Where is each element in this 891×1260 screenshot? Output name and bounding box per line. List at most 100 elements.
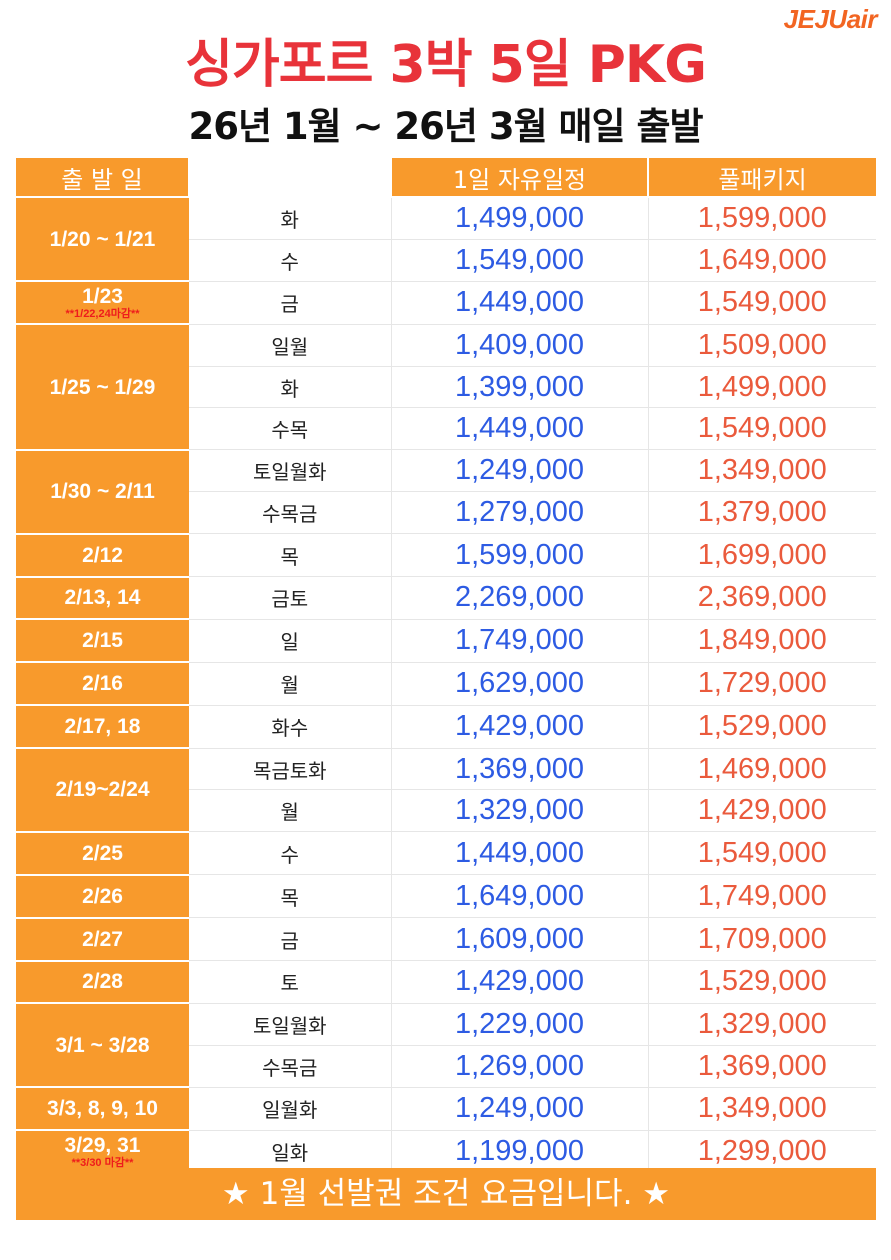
departure-date-cell: 2/16 [16, 662, 189, 707]
departure-date: 2/12 [82, 543, 123, 567]
table-row: 2/26 목 1,649,000 1,749,000 [16, 874, 876, 919]
table-row: 1/30 ~ 2/11 토일월화 1,249,000 1,349,000 [16, 449, 876, 535]
price-table: 출 발 일 1일 자유일정 풀패키지 1/20 ~ 1/21 화 1,499,000… [16, 158, 876, 1174]
free-schedule-price: 1,449,000 [391, 831, 649, 876]
price-table-body: 1/20 ~ 1/21 화 1,499,000 1,599,000 수 1,549,000… [16, 197, 876, 1174]
table-row: 화 1,399,000 1,499,000 [16, 366, 876, 409]
table-row: 2/27 금 1,609,000 1,709,000 [16, 917, 876, 962]
full-package-price: 1,329,000 [648, 1003, 876, 1046]
full-package-price: 1,349,000 [648, 1087, 876, 1131]
departure-date-cell: 1/30 ~ 2/11 [16, 449, 189, 535]
departure-date: 2/19~2/24 [55, 778, 150, 802]
full-package-price: 1,349,000 [648, 449, 876, 493]
free-schedule-price: 1,429,000 [391, 960, 649, 1004]
full-package-price: 1,729,000 [648, 662, 876, 706]
weekday-cell: 일화 [189, 1130, 392, 1174]
full-package-price: 1,549,000 [648, 281, 876, 325]
full-package-price: 1,549,000 [648, 407, 876, 451]
table-row: 2/25 수 1,449,000 1,549,000 [16, 831, 876, 876]
full-package-price: 1,499,000 [648, 366, 876, 409]
table-row: 2/16 월 1,629,000 1,729,000 [16, 662, 876, 707]
weekday-cell: 수목금 [189, 491, 392, 535]
departure-date-cell: 3/1 ~ 3/28 [16, 1003, 189, 1089]
weekday-cell: 토 [189, 960, 392, 1004]
free-schedule-price: 1,199,000 [391, 1130, 649, 1174]
table-row: 2/15 일 1,749,000 1,849,000 [16, 619, 876, 664]
table-row: 수 1,549,000 1,649,000 [16, 239, 876, 282]
departure-date: 2/13, 14 [64, 586, 141, 610]
table-row: 2/19~2/24 목금토화 1,369,000 1,469,000 [16, 748, 876, 833]
departure-date: 1/23 [82, 284, 123, 308]
departure-date-cell: 2/26 [16, 874, 189, 919]
header-blank [189, 158, 392, 198]
departure-date: 2/16 [82, 672, 123, 696]
departure-date: 1/20 ~ 1/21 [49, 227, 156, 251]
free-schedule-price: 1,429,000 [391, 705, 649, 749]
jejuair-logo: JEJUair [783, 4, 878, 34]
table-row: 월 1,329,000 1,429,000 [16, 789, 876, 833]
departure-date-cell: 1/25 ~ 1/29 [16, 324, 189, 451]
table-row: 수목 1,449,000 1,549,000 [16, 407, 876, 451]
full-package-price: 1,299,000 [648, 1130, 876, 1174]
weekday-cell: 목금토화 [189, 748, 392, 791]
free-schedule-price: 1,369,000 [391, 748, 649, 791]
table-row: 1/23 **1/22,24마감** 금 1,449,000 1,549,000 [16, 281, 876, 326]
full-package-price: 1,709,000 [648, 917, 876, 962]
free-schedule-price: 2,269,000 [391, 576, 649, 620]
weekday-cell: 월 [189, 662, 392, 706]
free-schedule-price: 1,629,000 [391, 662, 649, 706]
weekday-cell: 일 [189, 619, 392, 663]
departure-date: 2/28 [82, 970, 123, 994]
free-schedule-price: 1,229,000 [391, 1003, 649, 1046]
free-schedule-price: 1,449,000 [391, 281, 649, 325]
table-row: 2/28 토 1,429,000 1,529,000 [16, 960, 876, 1005]
departure-date: 3/3, 8, 9, 10 [47, 1097, 158, 1121]
header-full-package: 풀패키지 [648, 158, 876, 198]
table-row: 3/29, 31 **3/30 마감** 일화 1,199,000 1,299,000 [16, 1130, 876, 1174]
weekday-cell: 목 [189, 533, 392, 578]
full-package-price: 2,369,000 [648, 576, 876, 620]
departure-date-cell: 2/15 [16, 619, 189, 664]
departure-date-cell: 1/20 ~ 1/21 [16, 197, 189, 283]
full-package-price: 1,529,000 [648, 960, 876, 1004]
free-schedule-price: 1,499,000 [391, 197, 649, 240]
table-row: 1/25 ~ 1/29 일월 1,409,000 1,509,000 [16, 324, 876, 451]
weekday-cell: 금 [189, 917, 392, 962]
departure-date-cell: 3/29, 31 **3/30 마감** [16, 1130, 189, 1174]
full-package-price: 1,849,000 [648, 619, 876, 663]
departure-date-cell: 2/27 [16, 917, 189, 962]
table-row: 2/17, 18 화수 1,429,000 1,529,000 [16, 705, 876, 750]
departure-date: 2/26 [82, 884, 123, 908]
departure-date-cell: 2/28 [16, 960, 189, 1005]
free-schedule-price: 1,449,000 [391, 407, 649, 451]
free-schedule-price: 1,249,000 [391, 1087, 649, 1131]
page-title: 싱가포르 3박 5일 PKG [185, 35, 707, 95]
free-schedule-price: 1,599,000 [391, 533, 649, 578]
free-schedule-price: 1,749,000 [391, 619, 649, 663]
full-package-price: 1,379,000 [648, 491, 876, 535]
free-schedule-price: 1,609,000 [391, 917, 649, 962]
free-schedule-price: 1,549,000 [391, 239, 649, 282]
weekday-cell: 수목 [189, 407, 392, 451]
full-package-price: 1,549,000 [648, 831, 876, 876]
table-row: 수목금 1,279,000 1,379,000 [16, 491, 876, 535]
weekday-cell: 수 [189, 831, 392, 876]
weekday-cell: 금 [189, 281, 392, 325]
departure-date-cell: 2/12 [16, 533, 189, 578]
full-package-price: 1,599,000 [648, 197, 876, 240]
departure-date: 2/15 [82, 629, 123, 653]
table-row: 3/1 ~ 3/28 토일월화 1,229,000 1,329,000 [16, 1003, 876, 1089]
full-package-price: 1,749,000 [648, 874, 876, 919]
weekday-cell: 화 [189, 197, 392, 240]
table-row: 1/20 ~ 1/21 화 1,499,000 1,599,000 [16, 197, 876, 283]
weekday-cell: 월 [189, 789, 392, 833]
footer-notice: ★ 1월 선발권 조건 요금입니다. ★ [16, 1168, 876, 1220]
weekday-cell: 수 [189, 239, 392, 282]
table-row: 수목금 1,269,000 1,369,000 [16, 1045, 876, 1088]
closing-note: **3/30 마감** [71, 1156, 134, 1169]
weekday-cell: 수목금 [189, 1045, 392, 1088]
departure-date: 3/1 ~ 3/28 [55, 1033, 150, 1057]
departure-date: 1/25 ~ 1/29 [49, 375, 156, 399]
departure-date-cell: 1/23 **1/22,24마감** [16, 281, 189, 326]
free-schedule-price: 1,399,000 [391, 366, 649, 409]
